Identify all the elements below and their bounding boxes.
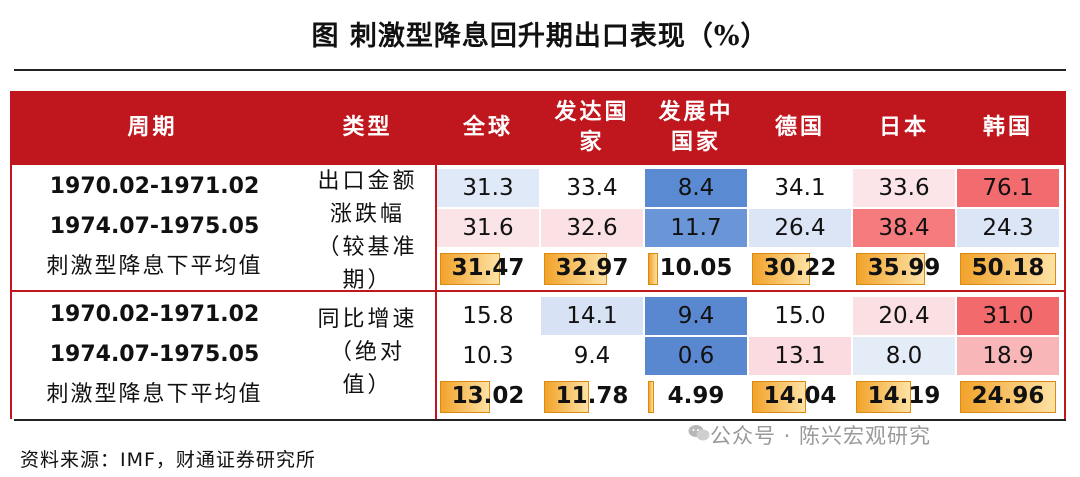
- heat-cell-bg: [957, 337, 1059, 375]
- average-row-label: 刺激型降息下平均值: [46, 254, 263, 279]
- heat-cell-bg: [437, 209, 539, 247]
- heat-cell-bg: [749, 337, 851, 375]
- table-cell: 14.04: [763, 383, 837, 409]
- source-note: 资料来源：IMF，财通证券研究所: [20, 449, 316, 471]
- header-type: 类型: [342, 115, 393, 140]
- bottom-rule: [14, 419, 1066, 421]
- table-cell: 26.4: [774, 215, 826, 241]
- header-period: 周期: [127, 115, 178, 140]
- period-row-label: 1970.02-1971.02: [49, 174, 260, 199]
- period-row-label: 1974.07-1975.05: [49, 214, 260, 239]
- table-header: [10, 91, 1066, 165]
- table-cell: 34.1: [774, 175, 826, 201]
- type-label-0: 出口金额 涨跌幅 （较基准 期）: [317, 169, 418, 293]
- data-bar: [960, 381, 1056, 413]
- table-cell: 30.22: [763, 255, 837, 281]
- table-cell: 20.4: [878, 303, 930, 329]
- table-cell: 33.6: [878, 175, 930, 201]
- heat-cell-bg: [853, 337, 955, 375]
- table-cell: 31.47: [451, 255, 525, 281]
- header-col-2: 发展中 国家: [658, 100, 734, 155]
- header-col-1: 发达国 家: [554, 100, 630, 155]
- data-bar: [544, 253, 607, 285]
- table-cell: 24.96: [971, 383, 1045, 409]
- table-cell: 0.6: [677, 343, 715, 369]
- average-row-label: 刺激型降息下平均值: [46, 382, 263, 407]
- heat-cell-bg: [957, 169, 1059, 207]
- heat-cell-bg: [645, 337, 747, 375]
- title-rule: [14, 69, 1066, 71]
- heat-cell-bg: [437, 337, 539, 375]
- table-cell: 31.0: [982, 303, 1034, 329]
- table-cell: 11.78: [555, 383, 629, 409]
- heat-cell-bg: [541, 169, 643, 207]
- table-cell: 24.3: [982, 215, 1034, 241]
- heat-cell-bg: [437, 297, 539, 335]
- heat-cell-bg: [541, 337, 643, 375]
- heat-cell-bg: [645, 297, 747, 335]
- table-cell: 50.18: [971, 255, 1045, 281]
- data-bar: [856, 253, 925, 285]
- heat-cell-bg: [853, 169, 955, 207]
- heat-cell-bg: [645, 169, 747, 207]
- table-cell: 13.02: [451, 383, 525, 409]
- table-cell: 8.0: [885, 343, 923, 369]
- header-col-0: 全球: [462, 115, 513, 140]
- table-cell: 31.6: [462, 215, 514, 241]
- heat-cell-bg: [645, 209, 747, 247]
- heat-cell-bg: [541, 209, 643, 247]
- table-cell: 32.97: [555, 255, 629, 281]
- table-cell: 10.3: [462, 343, 514, 369]
- table-cell: 10.05: [659, 255, 733, 281]
- data-bar: [752, 253, 810, 285]
- table-cell: 11.7: [670, 215, 722, 241]
- table-cell: 14.19: [867, 383, 941, 409]
- wechat-icon: [688, 425, 710, 441]
- header-col-5: 韩国: [982, 115, 1033, 140]
- data-bar: [440, 253, 500, 285]
- frame-left: [10, 165, 12, 419]
- table-cell: 33.4: [566, 175, 618, 201]
- table-cell: 14.1: [566, 303, 618, 329]
- data-bar: [960, 253, 1056, 285]
- watermark: 公众号 · 陈兴宏观研究: [710, 424, 932, 448]
- table-cell: 15.0: [774, 303, 826, 329]
- table-cell: 15.8: [462, 303, 514, 329]
- frame-right: [1064, 165, 1066, 419]
- table-cell: 31.3: [462, 175, 514, 201]
- table-cell: 9.4: [677, 303, 715, 329]
- table-cell: 18.9: [982, 343, 1034, 369]
- data-bar: [752, 381, 806, 413]
- table-cell: 13.1: [774, 343, 826, 369]
- table-cell: 38.4: [878, 215, 930, 241]
- table-cell: 8.4: [677, 175, 715, 201]
- table-cell: 4.99: [667, 383, 725, 409]
- heat-cell-bg: [749, 297, 851, 335]
- data-bar: [544, 381, 589, 413]
- chart-title: 图 刺激型降息回升期出口表现（%）: [311, 21, 769, 52]
- period-row-label: 1970.02-1971.02: [49, 302, 260, 327]
- table-cell: 35.99: [867, 255, 941, 281]
- heat-cell-bg: [957, 297, 1059, 335]
- data-bar: [856, 381, 911, 413]
- heat-cell-bg: [957, 209, 1059, 247]
- table-cell: 76.1: [982, 175, 1034, 201]
- table-cell: 32.6: [566, 215, 618, 241]
- table-cell: 9.4: [573, 343, 611, 369]
- heat-cell-bg: [437, 169, 539, 207]
- header-col-4: 日本: [878, 115, 929, 140]
- heat-cell-bg: [853, 209, 955, 247]
- heat-cell-bg: [749, 209, 851, 247]
- frame-divider: [435, 165, 437, 419]
- period-row-label: 1974.07-1975.05: [49, 342, 260, 367]
- data-bar: [648, 253, 658, 285]
- heat-cell-bg: [541, 297, 643, 335]
- data-bar: [648, 381, 654, 413]
- data-bar: [440, 381, 490, 413]
- type-label-1: 同比增速 （绝对 值）: [317, 307, 418, 398]
- group-separator: [10, 290, 1066, 292]
- header-col-3: 德国: [774, 115, 825, 140]
- heat-cell-bg: [853, 297, 955, 335]
- heat-cell-bg: [749, 169, 851, 207]
